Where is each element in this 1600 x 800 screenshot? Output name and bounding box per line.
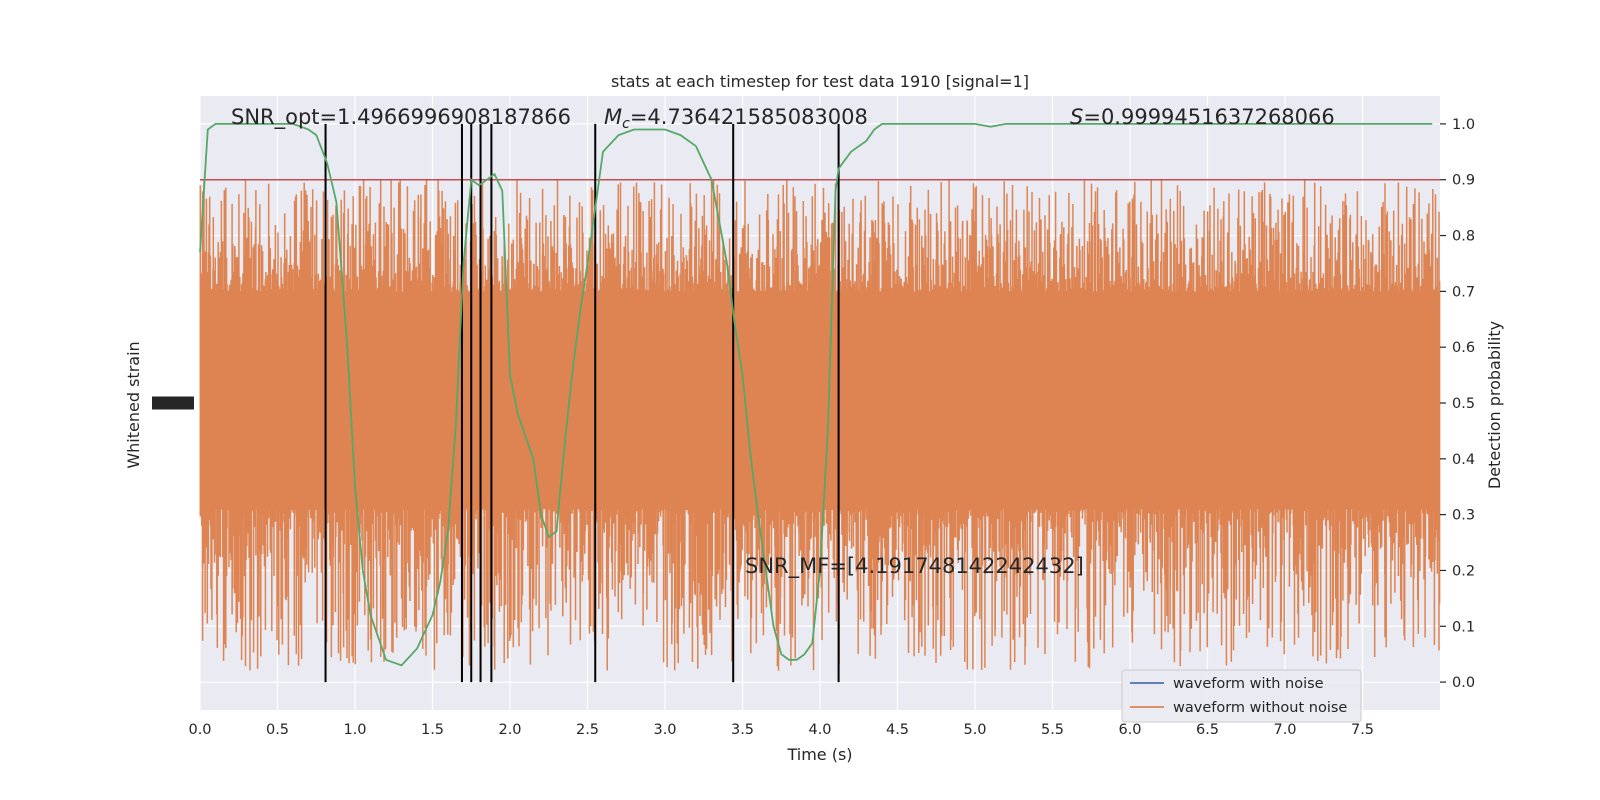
snr-mf-annotation: SNR_MF=[4.191748142242432] <box>745 554 1084 579</box>
right-tick-label-6: 0.6 <box>1452 340 1475 356</box>
x-tick-labels: 0.0 0.5 1.0 1.5 2.0 2.5 3.0 3.5 4.0 4.5 5.0 5.5 6.0 6… <box>188 722 1374 738</box>
detection-probability-line <box>199 123 1433 667</box>
right-tick-label-9: 0.9 <box>1452 173 1475 189</box>
x-tick-label-7: 3.5 <box>731 722 754 738</box>
right-tick-label-2: 0.2 <box>1452 563 1475 579</box>
strain-spike-path <box>199 179 1441 671</box>
left-tick-marks <box>152 396 194 410</box>
x-tick-label-0: 0.0 <box>188 722 211 738</box>
snr-opt-annotation: SNR_opt=1.4966996908187866 <box>231 105 571 130</box>
strain-spikes <box>199 179 1441 671</box>
chart-title: stats at each timestep for test data 191… <box>611 72 1029 91</box>
s-symbol: S <box>1070 105 1083 129</box>
right-tick-label-10: 1.0 <box>1452 117 1475 133</box>
x-tick-label-10: 5.0 <box>963 722 986 738</box>
chirp-mass-value: =4.736421585083008 <box>630 105 868 129</box>
s-annotation: S=0.9999451637268066 <box>1070 105 1335 129</box>
x-axis-label: Time (s) <box>786 745 852 764</box>
x-tick-label-13: 6.5 <box>1196 722 1219 738</box>
right-tick-label-5: 0.5 <box>1452 396 1475 412</box>
legend-label-without-noise: waveform without noise <box>1173 700 1347 716</box>
x-tick-label-4: 2.0 <box>498 722 521 738</box>
right-tick-labels: 0.0 0.1 0.2 0.3 0.4 0.5 0.6 0.7 0.8 0.9 1.0 <box>1440 117 1475 691</box>
x-tick-label-6: 3.0 <box>653 722 676 738</box>
right-tick-label-4: 0.4 <box>1452 452 1475 468</box>
legend-label-with-noise: waveform with noise <box>1173 676 1324 692</box>
x-tick-label-2: 1.0 <box>343 722 366 738</box>
chirp-mass-symbol: M <box>604 105 622 129</box>
legend: waveform with noise waveform without noi… <box>1121 669 1362 723</box>
x-tick-label-12: 6.0 <box>1118 722 1141 738</box>
x-tick-label-14: 7.0 <box>1273 722 1296 738</box>
vertical-markers <box>324 123 840 683</box>
x-tick-label-9: 4.5 <box>886 722 909 738</box>
chirp-mass-annotation: Mc=4.736421585083008 <box>604 105 868 132</box>
x-tick-label-8: 4.0 <box>808 722 831 738</box>
x-tick-label-3: 1.5 <box>421 722 444 738</box>
right-axis-label: Detection probability <box>1485 321 1504 489</box>
legend-box <box>1121 669 1362 723</box>
right-tick-label-1: 0.1 <box>1452 619 1475 635</box>
right-tick-label-8: 0.8 <box>1452 229 1475 245</box>
right-tick-label-0: 0.0 <box>1452 675 1475 691</box>
x-tick-label-5: 2.5 <box>576 722 599 738</box>
chirp-mass-subscript: c <box>622 116 630 132</box>
right-tick-label-7: 0.7 <box>1452 284 1475 300</box>
s-value: =0.9999451637268066 <box>1083 105 1334 129</box>
left-axis-label: Whitened strain <box>124 341 143 468</box>
x-tick-label-15: 7.5 <box>1351 722 1374 738</box>
right-tick-label-3: 0.3 <box>1452 508 1475 524</box>
x-tick-label-11: 5.5 <box>1041 722 1064 738</box>
x-tick-label-1: 0.5 <box>266 722 289 738</box>
